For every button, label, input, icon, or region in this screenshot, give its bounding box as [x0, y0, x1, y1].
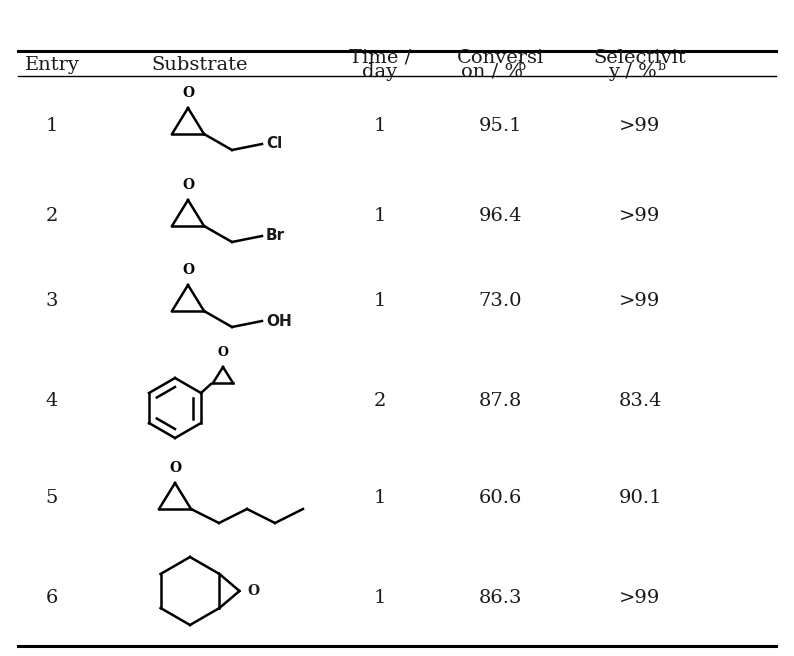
Text: 5: 5: [46, 489, 58, 507]
Text: Time /: Time /: [349, 49, 411, 67]
Text: y / %: y / %: [607, 63, 657, 81]
Text: 96.4: 96.4: [478, 207, 522, 225]
Text: 90.1: 90.1: [619, 489, 661, 507]
Text: >99: >99: [619, 589, 661, 607]
Text: O: O: [248, 584, 260, 598]
Text: O: O: [182, 263, 194, 277]
Text: 73.0: 73.0: [478, 292, 522, 310]
Text: 3: 3: [46, 292, 58, 310]
Text: 1: 1: [46, 117, 58, 135]
Text: >99: >99: [619, 292, 661, 310]
Text: O: O: [218, 346, 229, 359]
Text: 2: 2: [374, 392, 386, 410]
Text: 2: 2: [46, 207, 58, 225]
Text: >99: >99: [619, 207, 661, 225]
Text: Substrate: Substrate: [152, 56, 249, 74]
Text: 1: 1: [374, 489, 386, 507]
Text: b: b: [518, 60, 526, 73]
Text: O: O: [182, 178, 194, 192]
Text: 60.6: 60.6: [478, 489, 522, 507]
Text: Br: Br: [266, 228, 285, 243]
Text: Selectivit: Selectivit: [594, 49, 686, 67]
Text: 6: 6: [46, 589, 58, 607]
Text: O: O: [182, 86, 194, 100]
Text: Entry: Entry: [25, 56, 79, 74]
Text: 87.8: 87.8: [478, 392, 522, 410]
Text: 1: 1: [374, 117, 386, 135]
Text: OH: OH: [266, 314, 291, 329]
Text: 1: 1: [374, 292, 386, 310]
Text: 83.4: 83.4: [619, 392, 661, 410]
Text: 4: 4: [46, 392, 58, 410]
Text: 1: 1: [374, 207, 386, 225]
Text: 95.1: 95.1: [478, 117, 522, 135]
Text: Cl: Cl: [266, 136, 282, 152]
Text: >99: >99: [619, 117, 661, 135]
Text: on / %: on / %: [461, 63, 523, 81]
Text: 1: 1: [374, 589, 386, 607]
Text: b: b: [658, 60, 666, 73]
Text: 86.3: 86.3: [478, 589, 522, 607]
Text: day: day: [362, 63, 398, 81]
Text: Conversi: Conversi: [457, 49, 544, 67]
Text: O: O: [169, 461, 181, 475]
